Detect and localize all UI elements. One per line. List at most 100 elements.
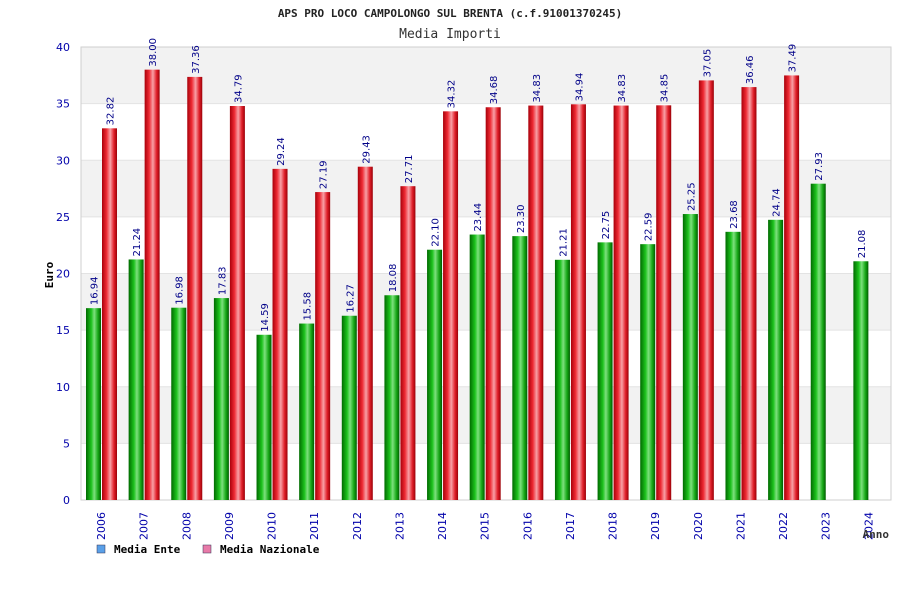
legend: Media Ente Media Nazionale — [96, 543, 320, 556]
bar-labels: 16.94 32.82 21.24 38.00 16.98 37.36 17.83 34.79… — [90, 38, 868, 332]
x-tick-label: 2014 — [436, 512, 449, 540]
bar-media-ente — [341, 315, 357, 500]
bar-media-ente — [554, 259, 570, 500]
bar-media-ente — [128, 259, 144, 500]
bar-value-label: 23.30 — [516, 204, 527, 233]
y-tick-label: 15 — [56, 324, 70, 337]
bar-value-label: 21.08 — [857, 230, 868, 259]
x-tick-label: 2013 — [393, 512, 406, 540]
bar-value-label: 21.21 — [558, 228, 569, 257]
bar-media-nazionale — [741, 87, 757, 500]
grid-band — [81, 47, 891, 104]
bar-value-label: 22.59 — [644, 213, 655, 242]
bar-media-nazionale — [400, 186, 416, 500]
legend-label-nazionale: Media Nazionale — [220, 543, 320, 556]
bar-media-nazionale — [229, 106, 245, 501]
y-tick-label: 25 — [56, 211, 70, 224]
x-tick-label: 2010 — [266, 512, 279, 540]
x-tick-label: 2011 — [308, 512, 321, 540]
x-tick-label: 2020 — [692, 512, 705, 540]
bar-value-label: 21.24 — [132, 228, 143, 257]
bar-media-ente — [86, 308, 101, 500]
bar-media-nazionale — [613, 105, 629, 501]
y-tick-label: 35 — [56, 98, 70, 111]
bar-media-nazionale — [187, 76, 203, 500]
legend-swatch-ente — [96, 544, 106, 554]
x-tick-label: 2016 — [521, 512, 534, 540]
bar-media-nazionale — [315, 192, 331, 501]
bar-value-label: 34.83 — [532, 74, 543, 103]
x-axis-label: Anno — [863, 528, 890, 541]
bar-media-nazionale — [102, 128, 117, 500]
bar-value-label: 34.83 — [617, 74, 628, 103]
bar-value-label: 36.46 — [745, 55, 756, 84]
legend-swatch-nazionale — [202, 544, 212, 554]
bar-value-label: 25.25 — [686, 182, 697, 211]
bar-value-label: 24.74 — [772, 188, 783, 217]
x-tick-label: 2019 — [649, 512, 662, 540]
bar-media-nazionale — [272, 168, 288, 500]
x-tick-label: 2009 — [223, 512, 236, 540]
y-tick-label: 10 — [56, 381, 70, 394]
x-tick-label: 2015 — [479, 512, 492, 540]
bar-value-label: 38.00 — [148, 38, 159, 67]
x-tick-label: 2023 — [820, 512, 833, 540]
x-tick-label: 2006 — [95, 512, 108, 540]
bar-media-nazionale — [357, 166, 373, 500]
bar-value-label: 29.43 — [361, 135, 372, 164]
bar-media-ente — [768, 219, 784, 500]
bar-media-nazionale — [144, 69, 160, 501]
x-tick-label: 2018 — [607, 512, 620, 540]
bar-value-label: 32.82 — [106, 97, 117, 126]
x-tick-label: 2017 — [564, 512, 577, 540]
bar-value-label: 27.71 — [404, 155, 415, 184]
x-tick-label: 2012 — [351, 512, 364, 540]
bar-media-ente — [213, 298, 229, 500]
y-axis-label: Euro — [43, 261, 56, 288]
bar-media-nazionale — [656, 105, 672, 500]
bar-media-ente — [512, 236, 528, 500]
bar-media-ente — [469, 234, 485, 501]
bar-media-ente — [640, 244, 656, 500]
bar-media-ente — [810, 183, 826, 500]
bar-value-label: 16.94 — [90, 277, 101, 306]
bar-value-label: 23.44 — [473, 203, 484, 232]
x-tick-label: 2007 — [138, 512, 151, 540]
bar-media-ente — [597, 242, 613, 500]
bar-media-ente — [171, 307, 187, 500]
bar-media-nazionale — [698, 80, 714, 500]
x-tick-label: 2008 — [180, 512, 193, 540]
bar-value-label: 22.75 — [601, 211, 612, 240]
y-tick-label: 20 — [56, 268, 70, 281]
bars — [86, 69, 869, 501]
bar-value-label: 17.83 — [217, 266, 228, 295]
bar-value-label: 37.36 — [191, 45, 202, 74]
bar-media-ente — [853, 261, 869, 500]
bar-media-ente — [384, 295, 400, 500]
x-tick-label: 2022 — [777, 512, 790, 540]
bar-value-label: 34.79 — [233, 74, 244, 103]
bar-value-label: 27.19 — [319, 160, 330, 189]
bar-media-nazionale — [443, 111, 459, 501]
chart-title: APS PRO LOCO CAMPOLONGO SUL BRENTA (c.f.… — [278, 7, 622, 20]
chart-subtitle: Media Importi — [399, 27, 501, 42]
x-axis-ticks: 2006 2007 2008 2009 2010 2011 2012 2013 2014 2015… — [95, 512, 875, 540]
bar-media-ente — [299, 323, 315, 500]
bar-value-label: 23.68 — [729, 200, 740, 229]
bar-value-label: 37.05 — [702, 49, 713, 78]
bar-value-label: 16.27 — [345, 284, 356, 313]
legend-label-ente: Media Ente — [114, 543, 181, 556]
bar-value-label: 22.10 — [431, 218, 442, 247]
bar-media-ente — [256, 334, 272, 500]
bar-media-nazionale — [570, 104, 586, 500]
bar-value-label: 29.24 — [276, 137, 287, 166]
y-tick-label: 30 — [56, 154, 70, 167]
bar-value-label: 34.68 — [489, 76, 500, 105]
x-tick-label: 2024 — [862, 512, 875, 540]
y-tick-label: 0 — [63, 494, 70, 507]
x-tick-label: 2021 — [734, 512, 747, 540]
bar-media-nazionale — [528, 105, 544, 501]
y-axis-ticks: 0 5 10 15 20 25 30 35 40 — [56, 41, 70, 507]
bar-value-label: 14.59 — [260, 303, 271, 332]
